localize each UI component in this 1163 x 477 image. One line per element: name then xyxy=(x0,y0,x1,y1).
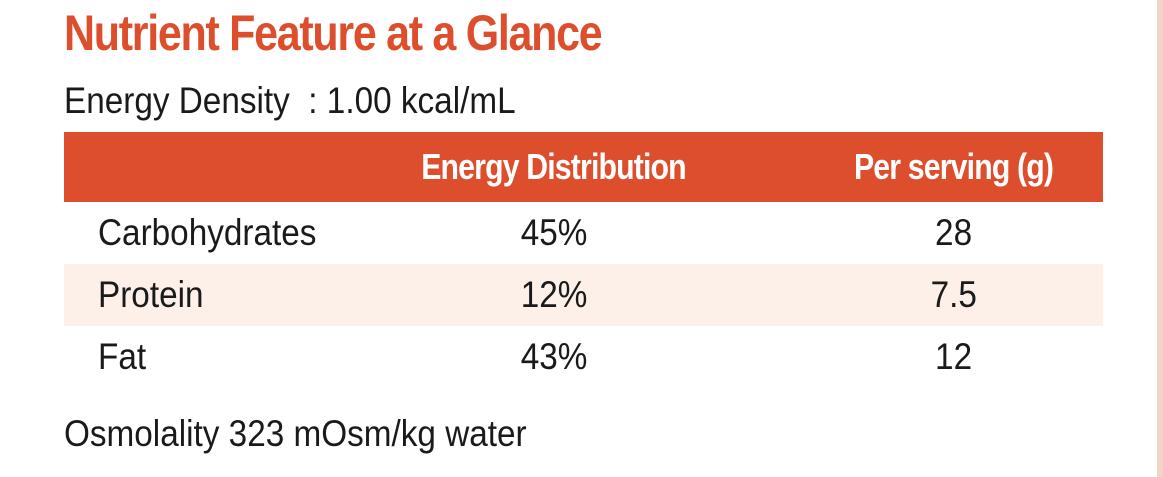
header-energy-distribution: Energy Distribution xyxy=(421,146,687,187)
table-header-row: Energy Distribution Per serving (g) xyxy=(64,132,1103,202)
page-title: Nutrient Feature at a Glance xyxy=(64,5,603,61)
osmolality: Osmolality 323 mOsm/kg water xyxy=(64,413,527,454)
row-distribution: 43% xyxy=(520,336,588,377)
row-serving: 28 xyxy=(935,212,973,253)
row-name: Protein xyxy=(98,274,204,315)
nutrient-table: Energy Distribution Per serving (g) Carb… xyxy=(64,132,1103,388)
header-per-serving: Per serving (g) xyxy=(854,146,1054,187)
row-name: Fat xyxy=(98,336,147,377)
table-row-fat: Fat 43% 12 xyxy=(64,326,1103,388)
energy-density: Energy Density : 1.00 kcal/mL xyxy=(64,80,516,121)
row-name: Carbohydrates xyxy=(98,212,317,253)
row-serving: 7.5 xyxy=(930,274,978,315)
table-row-carbohydrates: Carbohydrates 45% 28 xyxy=(64,202,1103,264)
row-distribution: 12% xyxy=(520,274,588,315)
right-edge-rule xyxy=(1157,0,1163,477)
row-distribution: 45% xyxy=(520,212,588,253)
row-serving: 12 xyxy=(935,336,973,377)
table-row-protein: Protein 12% 7.5 xyxy=(64,264,1103,326)
